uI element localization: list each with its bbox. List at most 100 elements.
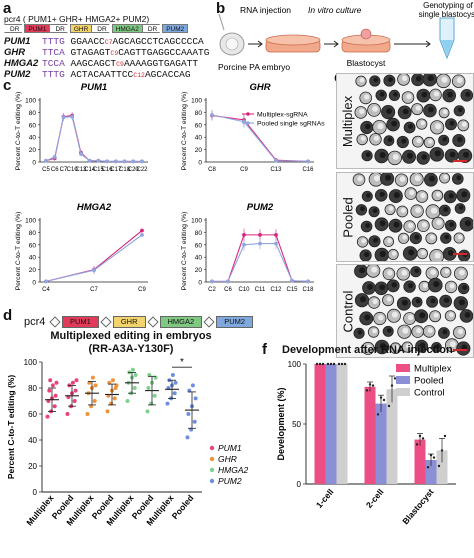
seq-row-ghr: GHR TTCA GTAGAGTC9CAGTTGAGGCCAAATG [4, 47, 209, 59]
embryo-core [373, 237, 378, 243]
construct-seg-0: DR [4, 24, 26, 33]
dot [173, 380, 178, 385]
panel-label-f: f [262, 341, 267, 358]
f-title: Development after RNA injection [282, 344, 453, 356]
pcr-tube [439, 17, 455, 60]
embryo-core [442, 109, 448, 115]
x-tick-label: C13 [75, 167, 87, 173]
embryo-core [435, 344, 440, 349]
embryo-core [434, 252, 441, 259]
panel-label-d: d [3, 307, 13, 324]
embryo-core [399, 176, 406, 182]
y-tick-label: 0 [297, 480, 302, 489]
replicate-dot [421, 437, 425, 440]
embryo-core [450, 341, 456, 348]
embryo-core [360, 206, 365, 212]
embryo-core [393, 92, 398, 97]
embryo-core [429, 234, 435, 240]
seq-row-hmga2: HMGA2 TCCA AAGCAGCTC9AAAAGGTGAGATT [4, 58, 198, 70]
micrograph-multiplex: Multiplex [336, 73, 474, 169]
embryo-core [456, 175, 462, 181]
embryo-core [401, 138, 407, 144]
dot [74, 378, 79, 383]
dot [152, 393, 157, 398]
embryo-core [430, 207, 438, 214]
line-chart-ghr: GHR 0 20 40 60 80 100 C8 C9 C13 C16 Percent C-to-T … [181, 82, 325, 173]
dr-diamond [146, 316, 159, 328]
y-tick-label: 0 [32, 160, 36, 167]
embryo-core [447, 91, 454, 98]
embryo-core [379, 284, 386, 291]
embryo-core [449, 283, 455, 289]
x-tick-label: C8 [208, 167, 216, 173]
embryo-core [360, 296, 366, 303]
embryo-core [377, 123, 384, 130]
x-tick-label: C10 [238, 287, 250, 293]
embryo-core [391, 311, 398, 318]
construct-seg-2: DR [49, 24, 71, 33]
embryo-core [429, 175, 435, 182]
micrograph-pooled: Pooled [336, 172, 474, 262]
dot [50, 383, 55, 388]
legend-label: PUM2 [218, 476, 242, 486]
y-tick-label: 100 [288, 360, 302, 369]
y-tick-label: 20 [195, 267, 203, 274]
data-point [210, 279, 214, 284]
embryo-core [379, 91, 385, 97]
replicate-dot [443, 434, 447, 438]
replicate-dot [429, 454, 433, 457]
x-tick-label: C7 [90, 287, 98, 293]
data-point [140, 228, 144, 233]
construct-seg-7: PUM2 [162, 24, 189, 33]
embryo-core [357, 176, 363, 182]
embryo-core [458, 205, 464, 210]
replicate-dot [337, 362, 341, 366]
y-axis-label: Percent C-to-T editing (%) [6, 375, 16, 480]
replicate-dot [315, 362, 319, 366]
y-tick-label: 40 [28, 436, 37, 445]
replicate-dot [437, 464, 441, 468]
data-point [140, 159, 144, 164]
embryo-core [421, 222, 427, 228]
embryo-core [463, 151, 469, 158]
x-tick-label: C20 [128, 167, 140, 173]
x-tick-label: C13 [270, 167, 282, 173]
embryo-core [372, 328, 377, 334]
x-tick-label: C16 [302, 167, 314, 173]
x-tick-label: C16 [102, 167, 114, 173]
embryo-core [434, 150, 441, 157]
embryo-core [457, 136, 463, 143]
dot [130, 367, 135, 372]
embryo-image [354, 74, 473, 166]
x-tick-label: C6 [51, 167, 59, 173]
dot [133, 373, 138, 377]
embryo-core [444, 234, 450, 240]
data-point [44, 158, 48, 163]
embryo-core [458, 299, 465, 306]
x-tick-label: C18 [119, 167, 131, 173]
embryo-core [394, 344, 399, 350]
dot [125, 399, 130, 403]
embryo-core [443, 207, 449, 212]
seq-row-pum2: PUM2 TTTG ACTACAATTCCC12AGCACCAG [4, 69, 191, 81]
y-tick-label: 60 [29, 122, 37, 129]
construct-seg-6: DR [141, 24, 164, 33]
dot [165, 401, 170, 406]
embryo-core [393, 192, 400, 199]
y-tick-label: 20 [28, 462, 37, 471]
d-construct-seg-pum1: PUM1 [62, 316, 99, 328]
embryo-core [366, 193, 371, 198]
replicate-dot [390, 384, 394, 387]
embryo-core [457, 328, 464, 335]
embryo-core [406, 93, 412, 100]
legend-swatch [396, 388, 410, 396]
x-tick-label: C4 [42, 287, 50, 293]
data-point [122, 159, 127, 164]
embryo-core [419, 312, 426, 319]
x-tick-label: C9 [138, 287, 146, 293]
embryo-core [391, 251, 397, 256]
dot [90, 375, 95, 380]
embryo-core [387, 270, 393, 276]
legend-label: PUM1 [218, 443, 242, 453]
data-point [44, 279, 48, 284]
